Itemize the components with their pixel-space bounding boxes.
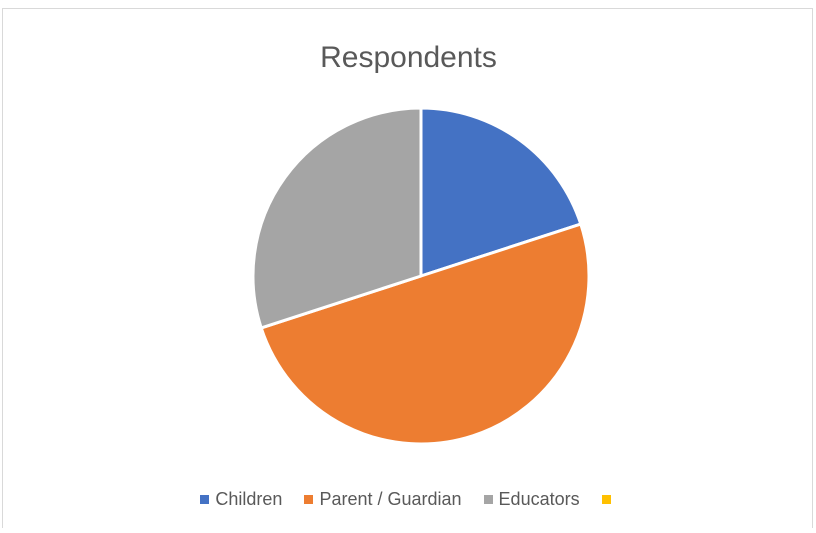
legend-item: Educators bbox=[483, 487, 580, 511]
legend-item: Parent / Guardian bbox=[304, 487, 462, 511]
legend-swatch bbox=[200, 494, 210, 504]
pie-slice-children bbox=[419, 106, 583, 278]
legend: Children Parent / Guardian Educators bbox=[3, 487, 814, 511]
legend-swatch bbox=[601, 494, 611, 504]
pie-slice-parent-guardian bbox=[259, 222, 591, 446]
legend-label: Parent / Guardian bbox=[319, 489, 462, 509]
legend-swatch bbox=[483, 494, 493, 504]
legend-label: Children bbox=[215, 489, 283, 509]
chart-title: Respondents bbox=[320, 41, 497, 74]
pie-chart bbox=[251, 106, 591, 446]
pie-slice-educators bbox=[251, 106, 423, 330]
chart-frame: Respondents Children Parent / Guardian Edu… bbox=[2, 8, 813, 528]
pie-slices bbox=[251, 106, 591, 446]
legend-swatch bbox=[304, 494, 314, 504]
legend-item: Children bbox=[200, 487, 282, 511]
legend-label: Educators bbox=[498, 489, 580, 509]
legend-item bbox=[601, 494, 617, 504]
